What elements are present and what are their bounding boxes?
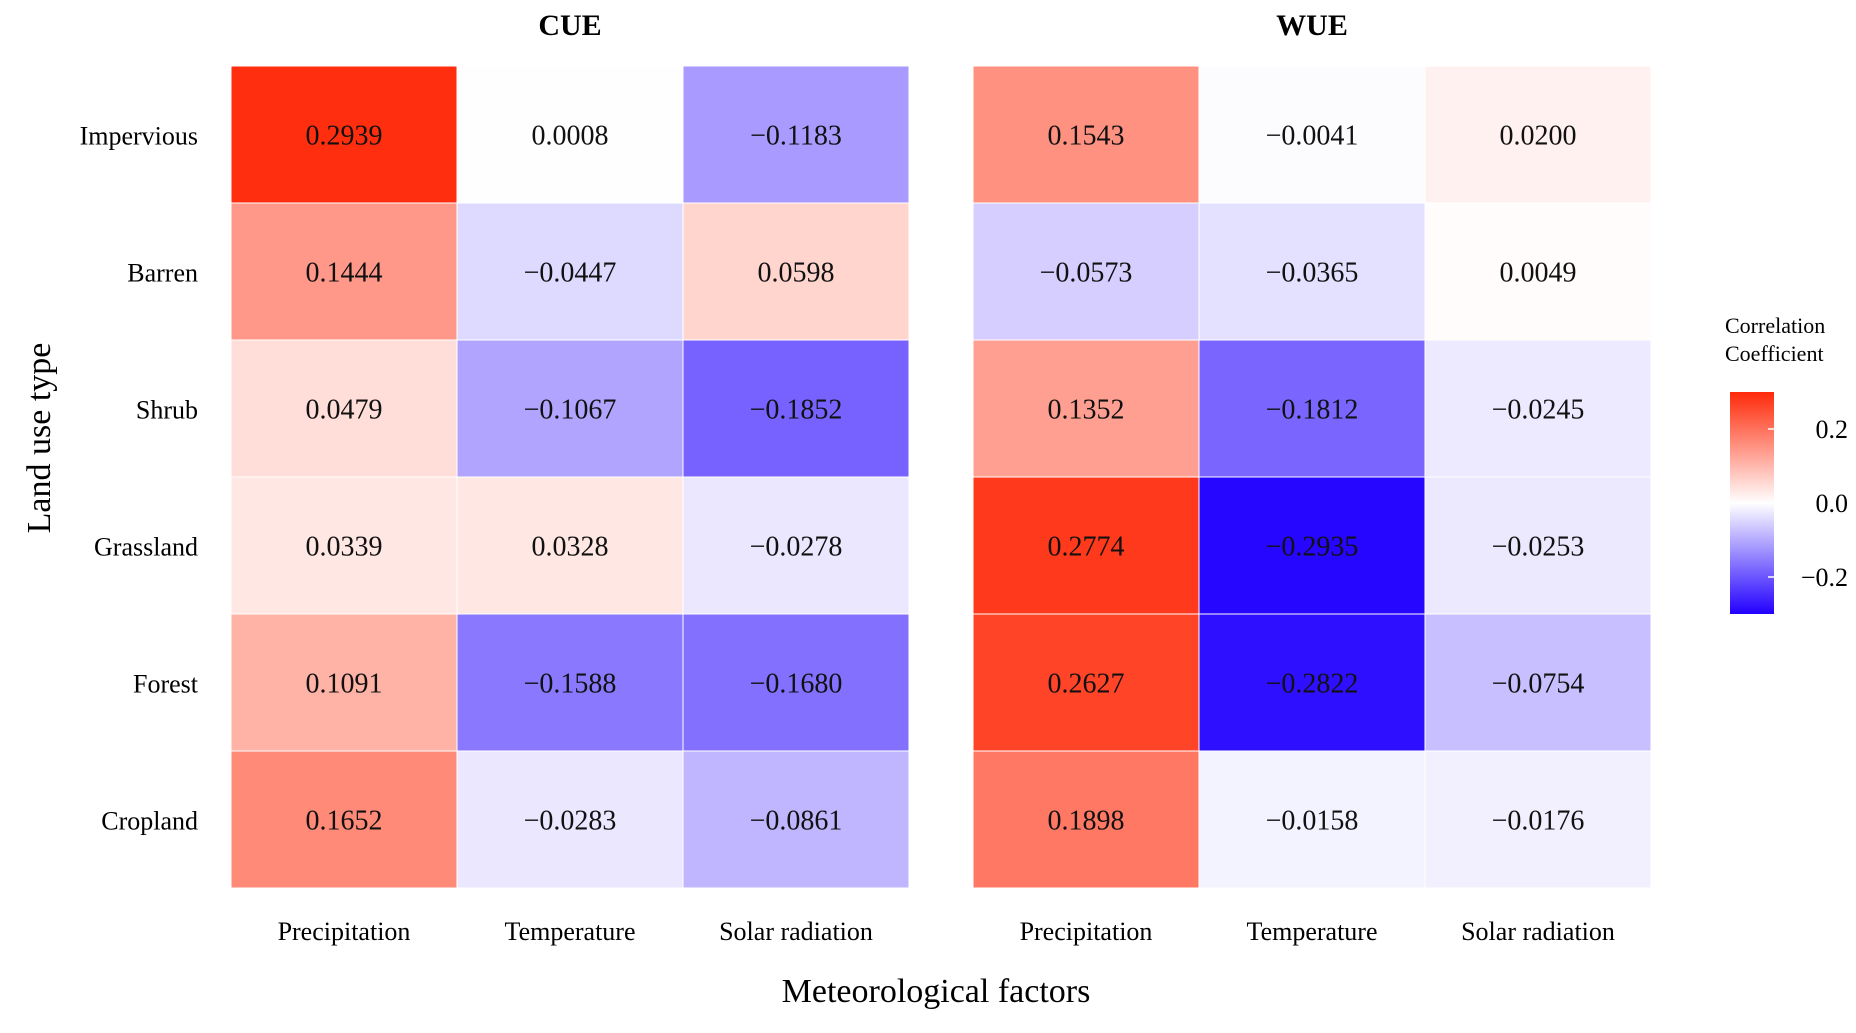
cell-value-label: 0.0049 <box>1500 258 1577 289</box>
panel-title: CUE <box>538 9 601 42</box>
cell-value-label: 0.1352 <box>1048 395 1125 426</box>
heatmap-cell <box>972 202 1200 341</box>
cell-value-label: 0.0598 <box>758 258 835 289</box>
cell-value-label: 0.0479 <box>306 395 383 426</box>
cell-value-label: −0.0861 <box>750 806 843 837</box>
legend-tick-label: 0.0 <box>1816 489 1849 518</box>
heatmap-cell <box>230 202 458 341</box>
cell-value-label: 0.2939 <box>306 121 383 152</box>
y-axis-title: Land use type <box>21 343 58 534</box>
heatmap-cell <box>1424 65 1652 204</box>
column-label: Precipitation <box>1020 917 1153 946</box>
heatmap-cell <box>682 750 910 889</box>
cell-value-label: −0.0041 <box>1266 121 1359 152</box>
row-labels: Impervious Barren Shrub Grassland Forest Crop… <box>80 122 199 836</box>
cell-value-label: 0.0008 <box>532 121 609 152</box>
heatmap-cell <box>230 476 458 615</box>
heatmap-cell <box>1198 339 1426 478</box>
cell-value-label: 0.0200 <box>1500 121 1577 152</box>
heatmap-cell <box>1424 750 1652 889</box>
cell-value-label: −0.0158 <box>1266 806 1359 837</box>
column-label: Solar radiation <box>1461 917 1615 946</box>
row-label: Cropland <box>101 807 198 836</box>
heatmap-cell <box>1198 202 1426 341</box>
cell-value-label: −0.1680 <box>750 669 843 700</box>
x-axis-title: Meteorological factors <box>782 973 1091 1010</box>
heatmap-cell <box>972 65 1200 204</box>
column-label: Temperature <box>1247 917 1378 946</box>
column-label: Temperature <box>505 917 636 946</box>
cell-value-label: −0.1183 <box>750 121 842 152</box>
cell-value-label: −0.0573 <box>1040 258 1133 289</box>
row-label: Barren <box>127 259 198 288</box>
heatmap-cell <box>1424 202 1652 341</box>
cell-value-label: 0.1091 <box>306 669 383 700</box>
cell-value-label: −0.0365 <box>1266 258 1359 289</box>
cell-value-label: −0.1067 <box>524 395 617 426</box>
panel-wue: WUE 0.1543 −0.0041 0.0200 −0.0573 −0.0365 0.00… <box>972 9 1652 946</box>
heatmap-cell <box>1424 613 1652 752</box>
heatmap-cell <box>1198 65 1426 204</box>
heatmap-cell <box>230 750 458 889</box>
heatmap-cell <box>972 339 1200 478</box>
heatmap-cell <box>456 750 684 889</box>
heatmap-cell <box>682 202 910 341</box>
heatmap-cell <box>1198 750 1426 889</box>
legend-tick-label: −0.2 <box>1801 563 1848 592</box>
panel-title: WUE <box>1276 9 1348 42</box>
cell-value-label: −0.1588 <box>524 669 617 700</box>
heatmap-cell <box>972 476 1200 615</box>
cell-value-label: −0.0447 <box>524 258 617 289</box>
cell-value-label: 0.1652 <box>306 806 383 837</box>
cell-value-label: −0.0754 <box>1492 669 1585 700</box>
cell-value-label: −0.2822 <box>1266 669 1359 700</box>
cell-value-label: −0.0176 <box>1492 806 1585 837</box>
cell-value-label: −0.0283 <box>524 806 617 837</box>
heatmap-cell <box>682 476 910 615</box>
cell-value-label: −0.1812 <box>1266 395 1359 426</box>
legend-colorbar <box>1730 392 1774 614</box>
row-label: Forest <box>133 670 199 699</box>
legend-ticks: 0.2 0.0 −0.2 <box>1768 415 1848 592</box>
cell-value-label: 0.2627 <box>1048 669 1125 700</box>
heatmap-cell <box>972 750 1200 889</box>
heatmap-cell <box>682 613 910 752</box>
cell-value-label: −0.2935 <box>1266 532 1359 563</box>
heatmap-cell <box>230 339 458 478</box>
row-label: Grassland <box>94 533 198 562</box>
color-legend: Correlation Coefficient 0.2 0.0 −0.2 <box>1725 313 1848 614</box>
heatmap-cell <box>1198 476 1426 615</box>
heatmap-cell <box>456 65 684 204</box>
cell-value-label: −0.0253 <box>1492 532 1585 563</box>
panel-cue: CUE 0.2939 0.0008 −0.1183 0.1444 −0.0447 0.059… <box>230 9 910 946</box>
cell-value-label: 0.0339 <box>306 532 383 563</box>
legend-tick-label: 0.2 <box>1816 415 1849 444</box>
cell-value-label: −0.1852 <box>750 395 843 426</box>
cell-value-label: 0.1444 <box>306 258 383 289</box>
cell-value-label: 0.0328 <box>532 532 609 563</box>
cell-value-label: 0.1543 <box>1048 121 1125 152</box>
heatmap-cell <box>456 339 684 478</box>
heatmap-cell <box>230 65 458 204</box>
heatmap-panels: CUE 0.2939 0.0008 −0.1183 0.1444 −0.0447 0.059… <box>230 9 1652 946</box>
heatmap-cell <box>1424 339 1652 478</box>
legend-title-line2: Coefficient <box>1725 341 1824 366</box>
cell-value-label: −0.0245 <box>1492 395 1585 426</box>
heatmap-cell <box>972 613 1200 752</box>
heatmap-cell <box>456 202 684 341</box>
cell-value-label: 0.1898 <box>1048 806 1125 837</box>
row-label: Impervious <box>80 122 198 151</box>
heatmap-cell <box>456 613 684 752</box>
row-label: Shrub <box>136 396 198 425</box>
heatmap-cell <box>682 65 910 204</box>
cell-value-label: −0.0278 <box>750 532 843 563</box>
heatmap-cell <box>1424 476 1652 615</box>
column-label: Precipitation <box>278 917 411 946</box>
cell-value-label: 0.2774 <box>1048 532 1125 563</box>
legend-title-line1: Correlation <box>1725 313 1825 338</box>
column-label: Solar radiation <box>719 917 873 946</box>
heatmap-cell <box>230 613 458 752</box>
